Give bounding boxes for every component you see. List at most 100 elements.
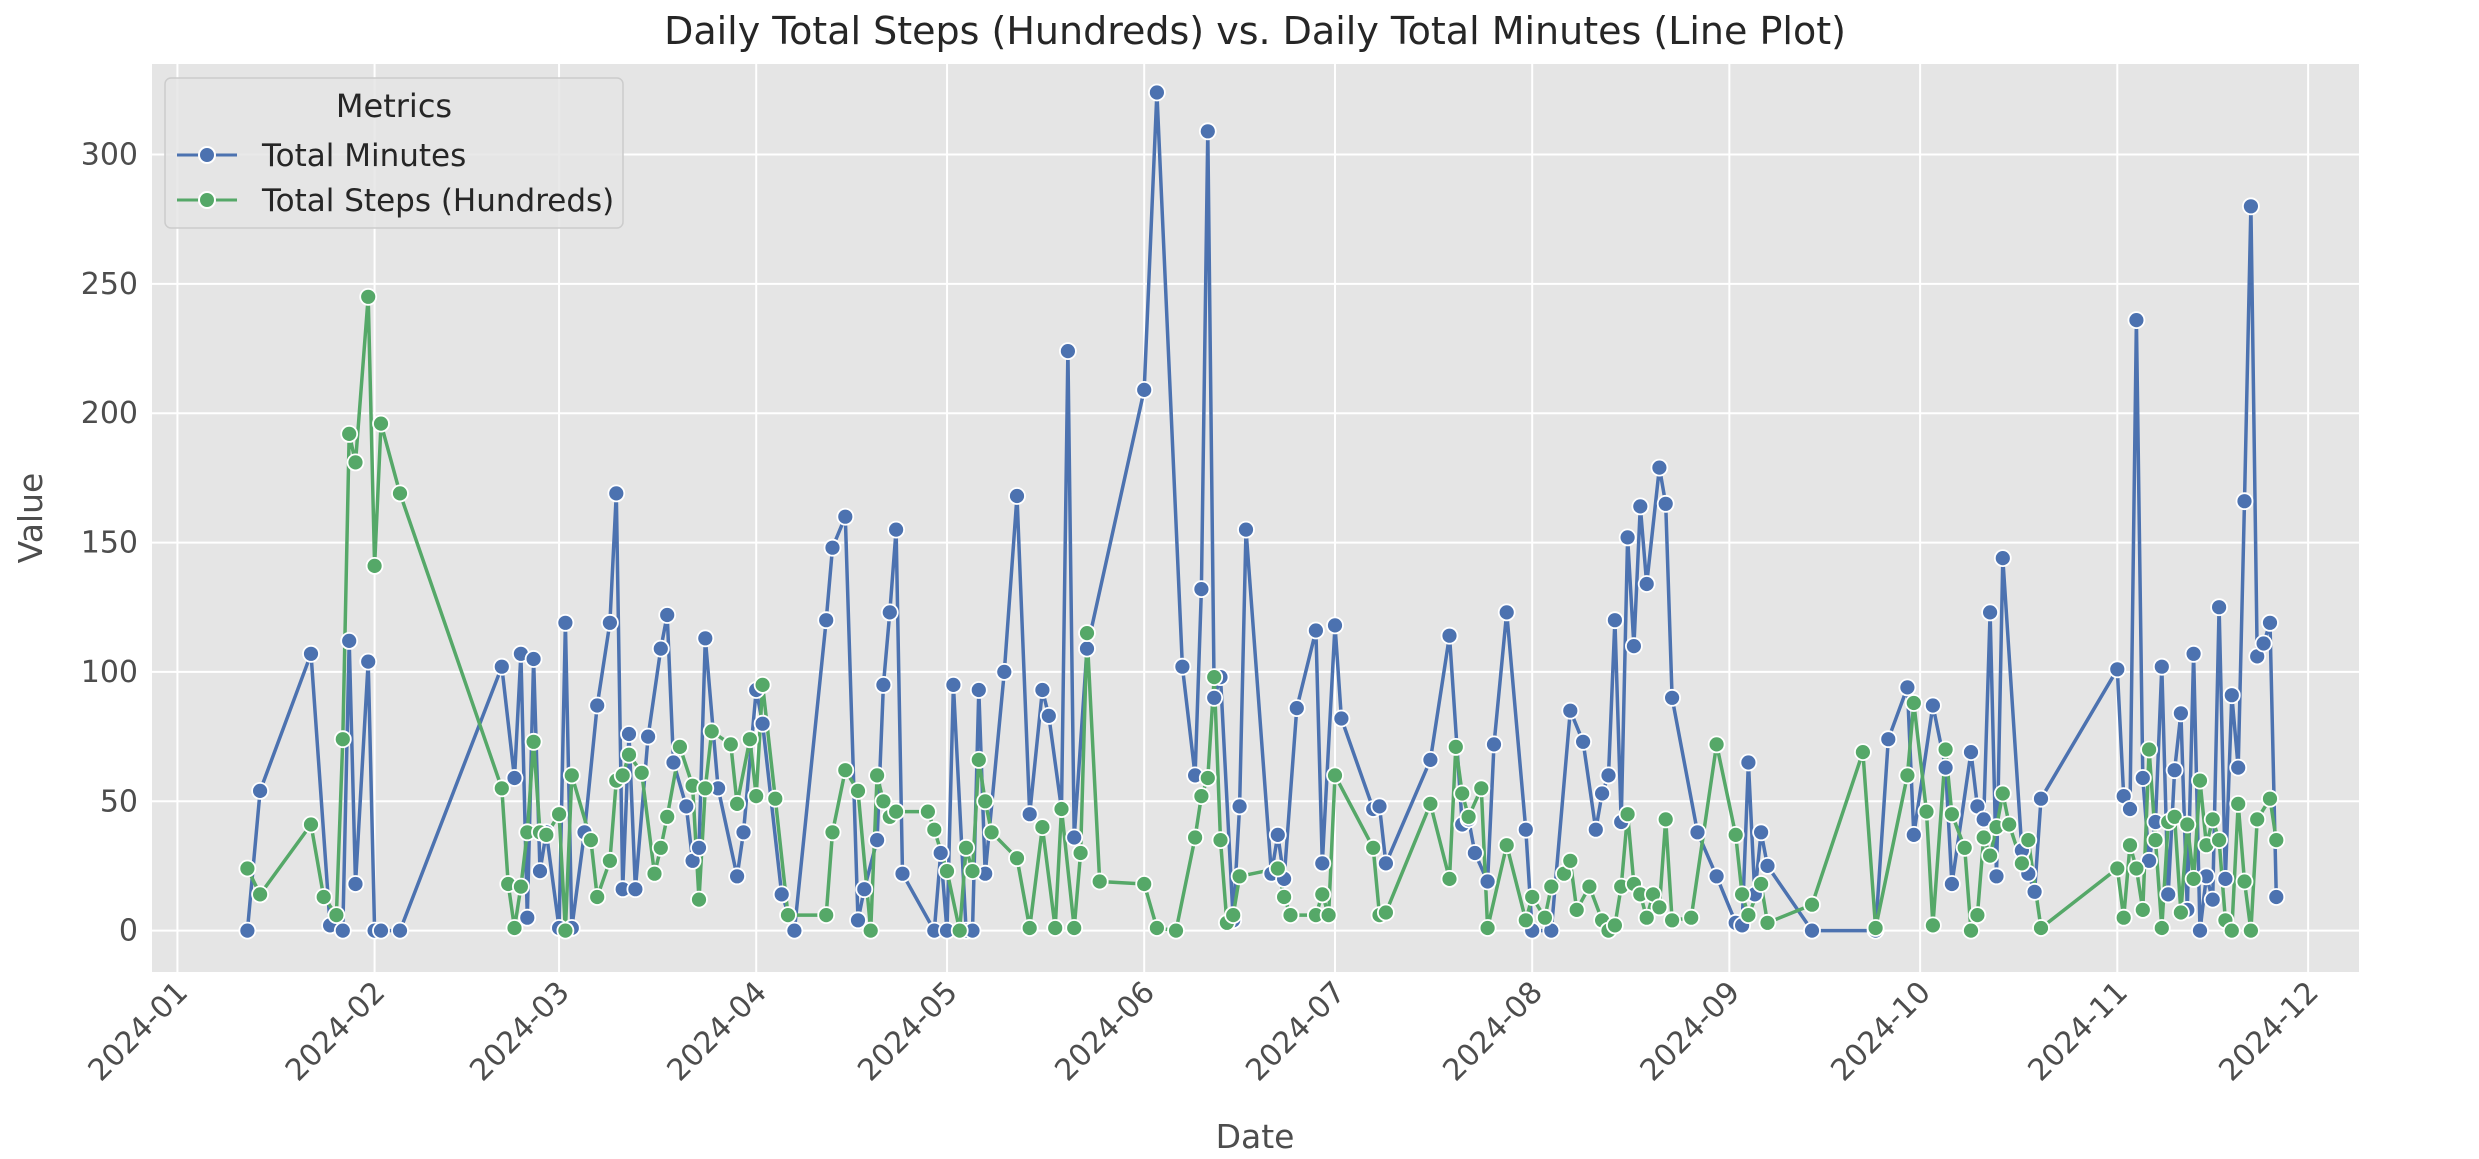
data-point-total-minutes: [391, 921, 409, 940]
data-point-total-minutes: [302, 644, 320, 663]
data-point-total-steps: [1319, 906, 1338, 924]
data-point-total-steps: [887, 802, 905, 821]
data-point-total-minutes: [2127, 311, 2146, 330]
data-point-total-steps: [1453, 784, 1472, 803]
data-point-total-minutes: [1485, 735, 1503, 754]
data-point-total-minutes: [238, 921, 257, 940]
data-point-total-minutes: [874, 676, 893, 694]
x-tick-label: 2024-05: [851, 975, 964, 1088]
data-point-total-minutes: [333, 921, 352, 940]
data-point-total-minutes: [2171, 704, 2190, 723]
data-point-total-steps: [1008, 849, 1026, 868]
data-point-total-steps: [1192, 787, 1211, 805]
data-point-total-minutes: [518, 908, 537, 927]
data-point-total-minutes: [2241, 197, 2260, 216]
data-point-total-minutes: [1268, 826, 1287, 844]
data-point-total-steps: [2127, 859, 2146, 878]
data-point-total-steps: [1733, 885, 1751, 904]
data-point-total-minutes: [1974, 810, 1993, 829]
data-point-total-steps: [1981, 846, 1999, 865]
data-point-total-steps: [327, 906, 346, 924]
data-point-total-steps: [671, 738, 689, 756]
data-point-total-steps: [2241, 921, 2260, 940]
data-point-total-minutes: [1039, 707, 1058, 725]
data-point-total-minutes: [1078, 639, 1096, 658]
data-point-total-minutes: [2216, 870, 2235, 888]
data-point-total-steps: [2229, 795, 2248, 813]
data-point-total-minutes: [2133, 769, 2152, 787]
data-point-total-minutes: [1561, 701, 1580, 720]
data-point-total-steps: [562, 766, 581, 785]
x-tick-label: 2024-02: [279, 975, 392, 1088]
series-markers: [238, 83, 2286, 940]
data-point-total-minutes: [1618, 528, 1637, 547]
data-point-total-minutes: [2121, 800, 2139, 818]
data-point-total-steps: [1707, 735, 1726, 754]
data-point-total-steps: [1377, 903, 1395, 922]
data-point-total-minutes: [1707, 867, 1726, 886]
legend-marker-total-steps: [198, 191, 216, 209]
data-point-total-steps: [1205, 668, 1224, 686]
data-point-total-steps: [1561, 851, 1580, 870]
data-point-total-steps: [1268, 859, 1287, 878]
chart-title: Daily Total Steps (Hundreds) vs. Daily T…: [664, 9, 1846, 53]
data-point-total-minutes: [1065, 828, 1084, 847]
data-point-total-steps: [1046, 919, 1065, 937]
data-point-total-minutes: [2184, 644, 2203, 663]
data-point-total-minutes: [1688, 823, 1707, 842]
data-point-total-steps: [391, 484, 409, 503]
data-point-total-minutes: [2261, 613, 2279, 632]
data-point-total-minutes: [753, 714, 772, 733]
data-point-total-minutes: [772, 885, 791, 904]
data-point-total-steps: [925, 820, 944, 839]
data-point-total-minutes: [1574, 732, 1592, 751]
data-point-total-steps: [1618, 805, 1637, 824]
data-point-total-steps: [938, 862, 956, 880]
data-point-total-minutes: [823, 538, 842, 557]
data-point-total-steps: [1739, 906, 1758, 924]
data-point-total-minutes: [2025, 882, 2044, 901]
data-point-total-steps: [1459, 807, 1478, 826]
data-point-total-steps: [1440, 870, 1459, 888]
data-point-total-minutes: [1478, 872, 1497, 891]
data-point-total-steps: [963, 862, 982, 880]
data-point-total-steps: [333, 730, 352, 749]
data-point-total-minutes: [639, 727, 657, 746]
data-point-total-steps: [874, 792, 893, 811]
data-point-total-steps: [365, 557, 384, 575]
data-point-total-steps: [1637, 908, 1656, 927]
data-point-total-minutes: [346, 875, 365, 893]
data-point-total-steps: [1542, 877, 1561, 896]
data-point-total-steps: [957, 838, 975, 857]
data-point-total-minutes: [931, 844, 950, 862]
data-point-total-steps: [1275, 888, 1293, 906]
data-point-total-minutes: [2267, 888, 2286, 906]
data-point-total-steps: [696, 779, 715, 798]
data-point-total-minutes: [658, 606, 677, 624]
data-point-total-steps: [1606, 916, 1624, 935]
data-point-total-steps: [817, 906, 836, 924]
y-tick-labels: 0 50 100 150 200 250 300: [81, 138, 138, 949]
data-point-total-minutes: [1898, 678, 1917, 697]
data-point-total-steps: [2235, 872, 2254, 891]
data-point-total-minutes: [2203, 890, 2222, 909]
data-point-total-steps: [1968, 906, 1987, 924]
data-point-total-steps: [823, 823, 842, 842]
data-point-total-minutes: [2152, 657, 2171, 676]
x-tick-label: 2024-11: [2022, 975, 2135, 1088]
data-point-total-steps: [950, 921, 969, 940]
data-point-total-minutes: [626, 880, 645, 899]
data-point-total-minutes: [728, 867, 746, 886]
data-point-total-steps: [632, 763, 651, 782]
x-tick-label: 2024-01: [82, 975, 195, 1088]
y-tick-label: 200: [81, 396, 138, 431]
x-tick-label: 2024-04: [660, 975, 773, 1088]
data-point-total-minutes: [1332, 709, 1351, 728]
data-point-total-minutes: [1981, 603, 1999, 622]
data-point-total-minutes: [849, 911, 867, 930]
data-point-total-steps: [1650, 898, 1669, 917]
data-point-total-steps: [1065, 919, 1084, 937]
data-point-total-steps: [1090, 872, 1109, 891]
data-point-total-steps: [728, 795, 746, 813]
data-point-total-minutes: [995, 663, 1014, 681]
